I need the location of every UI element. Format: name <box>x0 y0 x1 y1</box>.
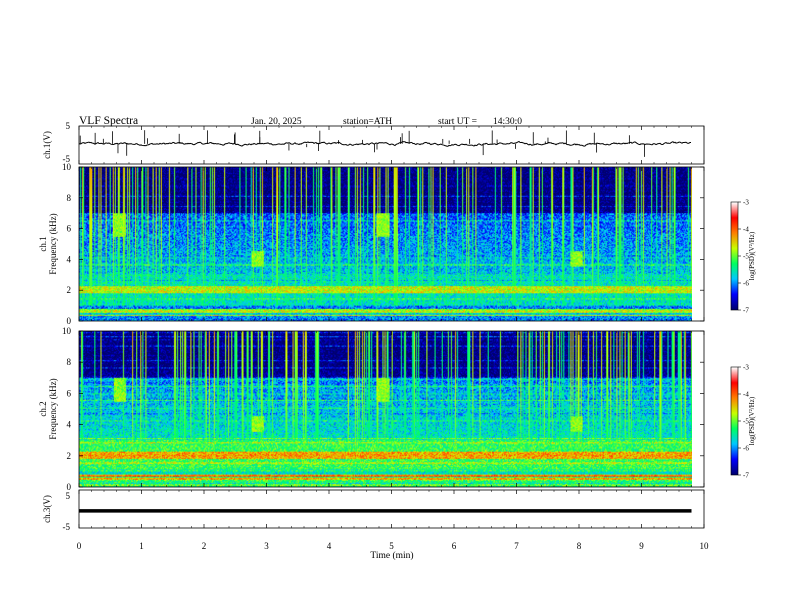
freq-tick-label-2: 2 <box>67 451 72 461</box>
ch1-spec-ylabel: Frequency (kHz) <box>48 213 58 274</box>
ch2-spectrogram <box>79 331 692 487</box>
ch1-spikes <box>79 130 645 157</box>
time-axis-label: Time (min) <box>370 550 413 561</box>
ch2-colorbar <box>731 367 738 475</box>
freq-tick-label-0: 0 <box>67 316 72 326</box>
colorbar-tick-label: -5 <box>743 418 749 426</box>
colorbar-tick-label: -3 <box>743 364 749 372</box>
x-tick-label-7: 7 <box>514 541 519 551</box>
x-tick-label-2: 2 <box>202 541 207 551</box>
freq-tick-label-4: 4 <box>67 420 72 430</box>
start-ut-label: start UT = <box>438 117 477 127</box>
ch3-ylabel: ch.3(V) <box>42 495 52 523</box>
ch2-spec-channel: ch.2 <box>38 401 48 416</box>
ch2-spec-yticks: 0 2 4 6 8 10 <box>62 326 704 492</box>
ch1-trace <box>78 140 691 147</box>
colorbar-tick-label: -5 <box>743 253 749 261</box>
x-tick-label-8: 8 <box>577 541 582 551</box>
ch2-colorbar-ticks: -3 -4 -5 -6 -7 <box>738 364 749 480</box>
colorbar-tick-label: -6 <box>743 280 749 288</box>
ch1-ylabel: ch.1(V) <box>42 131 52 159</box>
start-ut-value: 14:30:0 <box>493 117 522 127</box>
ch1-colorbar <box>731 202 738 310</box>
ch1-spec-yticks: 0 2 4 6 8 10 <box>62 162 704 326</box>
x-tick-label-5: 5 <box>389 541 394 551</box>
freq-tick-label-10: 10 <box>62 326 72 336</box>
x-tick-label-9: 9 <box>639 541 644 551</box>
freq-tick-label-8: 8 <box>67 193 72 203</box>
colorbar-tick-label: -7 <box>743 307 749 315</box>
freq-tick-label-2: 2 <box>67 285 72 295</box>
time-axis-ticks: 0 1 2 3 4 5 6 7 8 9 10 <box>77 126 709 551</box>
ch2-colorbar-label: log(PSD)(V²/Hz) <box>748 396 756 445</box>
ch3-ytick-bottom: -5 <box>63 522 71 532</box>
ch3-ytick-top: 5 <box>66 491 71 501</box>
freq-tick-label-4: 4 <box>67 254 72 264</box>
ch2-spec-ylabel: Frequency (kHz) <box>48 378 58 439</box>
date-label: Jan. 20, 2025 <box>251 117 302 127</box>
colorbar-tick-label: -3 <box>743 199 749 207</box>
freq-tick-label-6: 6 <box>67 224 72 234</box>
x-tick-label-1: 1 <box>139 541 144 551</box>
colorbar-tick-label: -7 <box>743 472 749 480</box>
freq-tick-label-10: 10 <box>62 162 72 172</box>
x-tick-label-4: 4 <box>327 541 332 551</box>
ch1-colorbar-label: log(PSD)(V²/Hz) <box>748 231 756 280</box>
ch1-spec-channel: ch.1 <box>38 236 48 251</box>
colorbar-tick-label: -6 <box>743 445 749 453</box>
freq-tick-label-6: 6 <box>67 388 72 398</box>
ch1-ytick-bottom: -5 <box>63 154 71 164</box>
colorbar-tick-label: -4 <box>743 391 749 399</box>
x-tick-label-10: 10 <box>700 541 710 551</box>
x-tick-label-3: 3 <box>264 541 269 551</box>
ch1-spectrogram <box>79 167 692 321</box>
x-tick-label-0: 0 <box>77 541 82 551</box>
ch1-colorbar-ticks: -3 -4 -5 -6 -7 <box>738 199 749 315</box>
freq-tick-label-0: 0 <box>67 482 72 492</box>
x-tick-label-6: 6 <box>452 541 457 551</box>
freq-tick-label-8: 8 <box>67 357 72 367</box>
colorbar-tick-label: -4 <box>743 226 749 234</box>
figure-title: VLF Spectra <box>79 115 138 127</box>
ch3-frame <box>78 489 705 529</box>
station-label: station=ATH <box>343 117 392 127</box>
ch1-ytick-top: 5 <box>66 121 71 131</box>
